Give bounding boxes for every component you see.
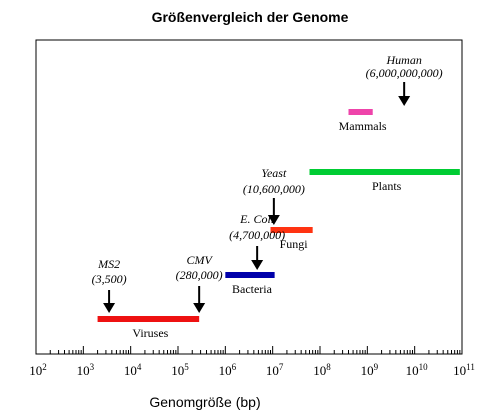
tick-label: 102: [29, 362, 47, 378]
tick-label: 105: [171, 362, 189, 378]
range-label-viruses: Viruses: [132, 326, 168, 340]
tick-label: 103: [77, 362, 95, 378]
tick-label: 1010: [406, 362, 429, 378]
annotation-name-cmv: CMV: [186, 253, 213, 267]
genome-annotations: MS2(3,500) CMV(280,000) E. Coli (4,700,000)…: [92, 53, 443, 313]
range-label-plants: Plants: [372, 179, 402, 193]
range-bar-viruses: [97, 316, 200, 322]
range-bar-bacteria: [225, 272, 275, 278]
annotation-value-ms2: (3,500): [92, 272, 127, 286]
annotation-arrowhead-e-coli: [251, 260, 264, 270]
annotation-arrowhead-yeast: [267, 215, 280, 225]
annotation-arrowhead-cmv: [193, 303, 206, 313]
annotation-arrowhead-ms2: [103, 303, 116, 313]
annotation-value-cmv: (280,000): [176, 268, 223, 282]
tick-label: 109: [361, 362, 379, 378]
annotation-arrowhead-human: [398, 96, 411, 106]
tick-label: 106: [219, 362, 237, 378]
annotation-name-e-coli: E. Coli: [239, 212, 274, 226]
tick-label: 108: [313, 362, 331, 378]
x-axis-tick-labels: 102 103 104 105 106 107 108 109 1010 1011: [29, 362, 475, 378]
annotation-name-ms2: MS2: [97, 257, 120, 271]
range-bar-mammals: [348, 109, 373, 115]
range-bar-plants: [309, 169, 460, 175]
annotation-name-human: Human: [385, 53, 421, 67]
range-bar-fungi: [270, 227, 313, 233]
annotation-name-yeast: Yeast: [261, 166, 287, 180]
annotation-value-human: (6,000,000,000): [366, 66, 443, 80]
tick-label: 104: [124, 362, 142, 378]
chart-title: Größenvergleich der Genome: [152, 9, 349, 25]
annotation-value-yeast: (10,600,000): [243, 182, 305, 196]
x-axis-label: Genomgröße (bp): [149, 394, 260, 410]
range-label-fungi: Fungi: [280, 237, 309, 251]
plot-frame: [35, 39, 463, 355]
tick-label: 107: [266, 362, 284, 378]
genome-ranges: Viruses Bacteria Fungi Plants Mammals: [97, 109, 460, 340]
x-axis-ticks: [35, 346, 463, 354]
range-label-mammals: Mammals: [339, 119, 387, 133]
tick-label: 1011: [453, 362, 475, 378]
range-label-bacteria: Bacteria: [232, 282, 273, 296]
annotation-value-e-coli: (4,700,000): [229, 228, 285, 242]
